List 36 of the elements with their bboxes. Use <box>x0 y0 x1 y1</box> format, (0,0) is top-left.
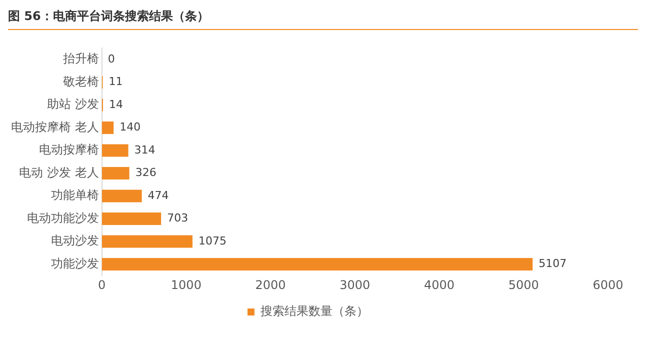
y-tick-label: 电动功能沙发 <box>26 210 99 225</box>
y-tick-label: 助站 沙发 <box>46 97 99 112</box>
data-label: 1075 <box>198 234 227 248</box>
bar <box>102 122 114 134</box>
data-label: 326 <box>135 166 156 180</box>
y-tick-label: 电动沙发 <box>50 234 99 248</box>
data-label: 703 <box>167 212 188 225</box>
bar <box>102 167 130 180</box>
data-label: 14 <box>108 98 123 111</box>
y-tick-label: 功能单椅 <box>50 188 99 202</box>
x-tick-label: 4000 <box>424 278 455 292</box>
y-tick-label: 抬升椅 <box>62 52 99 66</box>
data-label: 5107 <box>538 257 567 270</box>
data-label: 314 <box>134 143 156 156</box>
x-tick-label: 2000 <box>255 278 286 292</box>
y-tick-label: 功能沙发 <box>50 256 99 270</box>
y-tick-label: 电动按摩椅 <box>38 142 99 157</box>
bar <box>102 144 128 157</box>
bar <box>102 212 162 226</box>
x-tick-label: 5000 <box>508 278 539 292</box>
bar <box>102 190 142 202</box>
x-tick-label: 6000 <box>592 278 624 292</box>
legend-label: 搜索结果数量（条） <box>260 304 368 318</box>
y-tick-label: 电动按摩椅 老人 <box>10 120 99 134</box>
data-label: 0 <box>108 52 115 66</box>
data-label: 11 <box>108 75 123 88</box>
data-label: 140 <box>120 120 141 134</box>
x-tick-label: 3000 <box>340 278 370 292</box>
chart-title: 图 56：电商平台词条搜索结果（条） <box>8 8 638 30</box>
x-tick-label: 1000 <box>170 278 202 292</box>
bar <box>102 258 533 270</box>
bar <box>102 235 193 248</box>
y-tick-label: 敬老椅 <box>62 74 99 88</box>
data-label: 474 <box>148 188 169 202</box>
x-tick-label: 0 <box>98 278 106 292</box>
y-tick-label: 电动 沙发 老人 <box>19 165 99 180</box>
